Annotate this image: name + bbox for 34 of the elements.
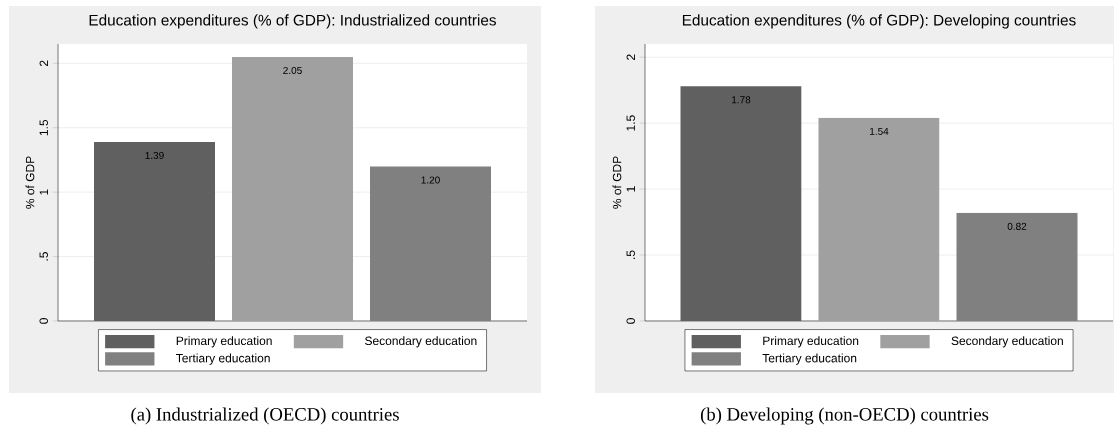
legend-label: Tertiary education [176, 353, 270, 365]
legend-label: Secondary education [365, 336, 477, 348]
text: (b) Developing (non-OECD) countries [700, 407, 989, 425]
data-label: 0.82 [1007, 222, 1027, 230]
chart-title: Education expenditures (% of GDP): Developing countries [682, 14, 1076, 29]
data-label: 1.20 [421, 176, 440, 184]
data-label: 1.54 [870, 127, 889, 135]
data-label: 2.05 [283, 66, 302, 75]
y-tick-label: .5 [626, 250, 635, 259]
y-tick-label: 0 [39, 318, 48, 324]
y-tick-label: 1.5 [39, 119, 48, 136]
bar [680, 86, 802, 321]
y-tick-label: 1 [39, 189, 48, 195]
data-label: 1.78 [732, 96, 751, 104]
legend-label: Tertiary education [762, 353, 857, 365]
y-tick-label: 2 [39, 60, 48, 67]
y-tick-label: 1 [626, 186, 635, 192]
y-axis-title: % of GDP [612, 156, 622, 209]
y-tick-label: 0 [626, 318, 635, 324]
bar [94, 141, 216, 321]
y-axis-title: % of GDP [25, 156, 35, 209]
data-label: 1.39 [145, 151, 164, 160]
legend-label: Primary education [176, 336, 272, 348]
chart-title: Education expenditures (% of GDP): Industrialized countries [89, 14, 496, 29]
bar [818, 117, 940, 321]
bar [370, 166, 491, 321]
y-tick-label: 2 [626, 54, 635, 60]
y-tick-label: 1.5 [626, 115, 635, 131]
bar [232, 56, 354, 321]
bar [956, 212, 1078, 321]
y-tick-label: .5 [39, 252, 48, 261]
legend-label: Primary education [763, 336, 859, 348]
legend-label: Secondary education [951, 336, 1063, 348]
text: (a) Industrialized (OECD) countries [131, 407, 399, 425]
